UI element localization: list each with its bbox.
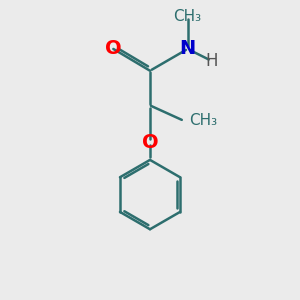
Text: N: N <box>179 39 196 58</box>
Text: H: H <box>205 52 218 70</box>
Text: O: O <box>142 133 158 152</box>
Text: CH₃: CH₃ <box>189 113 217 128</box>
Text: CH₃: CH₃ <box>174 9 202 24</box>
Text: O: O <box>105 39 122 58</box>
